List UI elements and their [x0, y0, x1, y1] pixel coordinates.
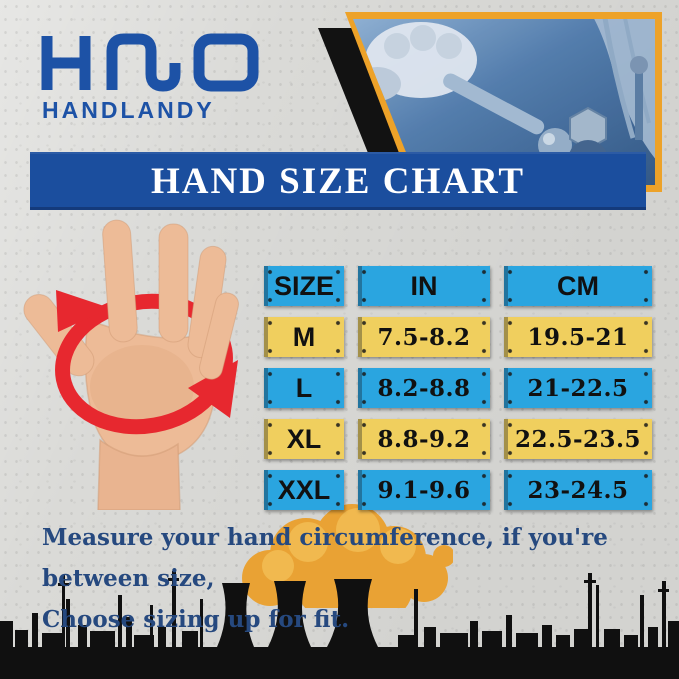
brand-name: HANDLANDY: [42, 97, 215, 123]
measure-note: Measure your hand circumference, if you'…: [42, 517, 662, 640]
table-cell-size-l: L: [264, 368, 344, 408]
page-title: HAND SIZE CHART: [150, 160, 526, 202]
table-cell-cm-xl: 22.5-23.5: [504, 419, 652, 459]
table-cell-in-l: 8.2-8.8: [358, 368, 490, 408]
table-cell-size-xxl: XXL: [264, 470, 344, 510]
table-cell-cm-m: 19.5-21: [504, 317, 652, 357]
header-cell-size: SIZE: [264, 266, 344, 306]
open-hand-with-measure-arrow-icon: [23, 219, 239, 510]
table-cell-cm-l: 21-22.5: [504, 368, 652, 408]
table-cell-in-m: 7.5-8.2: [358, 317, 490, 357]
header-cell-cm: CM: [504, 266, 652, 306]
factory-smoke-icon: [242, 504, 453, 608]
handlandy-logo-icon: [41, 33, 259, 92]
industrial-skyline-icon: [0, 571, 679, 679]
measure-note-line2: Choose sizing up for fit.: [42, 606, 350, 633]
table-cell-cm-xxl: 23-24.5: [504, 470, 652, 510]
size-chart-table: SIZE IN CM M 7.5-8.2 19.5-21 L 8.2-8.8 2…: [264, 266, 652, 510]
measure-note-line1: Measure your hand circumference, if you'…: [42, 524, 608, 592]
table-cell-in-xl: 8.8-9.2: [358, 419, 490, 459]
title-banner: HAND SIZE CHART: [30, 152, 646, 210]
header-cell-in: IN: [358, 266, 490, 306]
table-cell-in-xxl: 9.1-9.6: [358, 470, 490, 510]
table-cell-size-m: M: [264, 317, 344, 357]
table-cell-size-xl: XL: [264, 419, 344, 459]
